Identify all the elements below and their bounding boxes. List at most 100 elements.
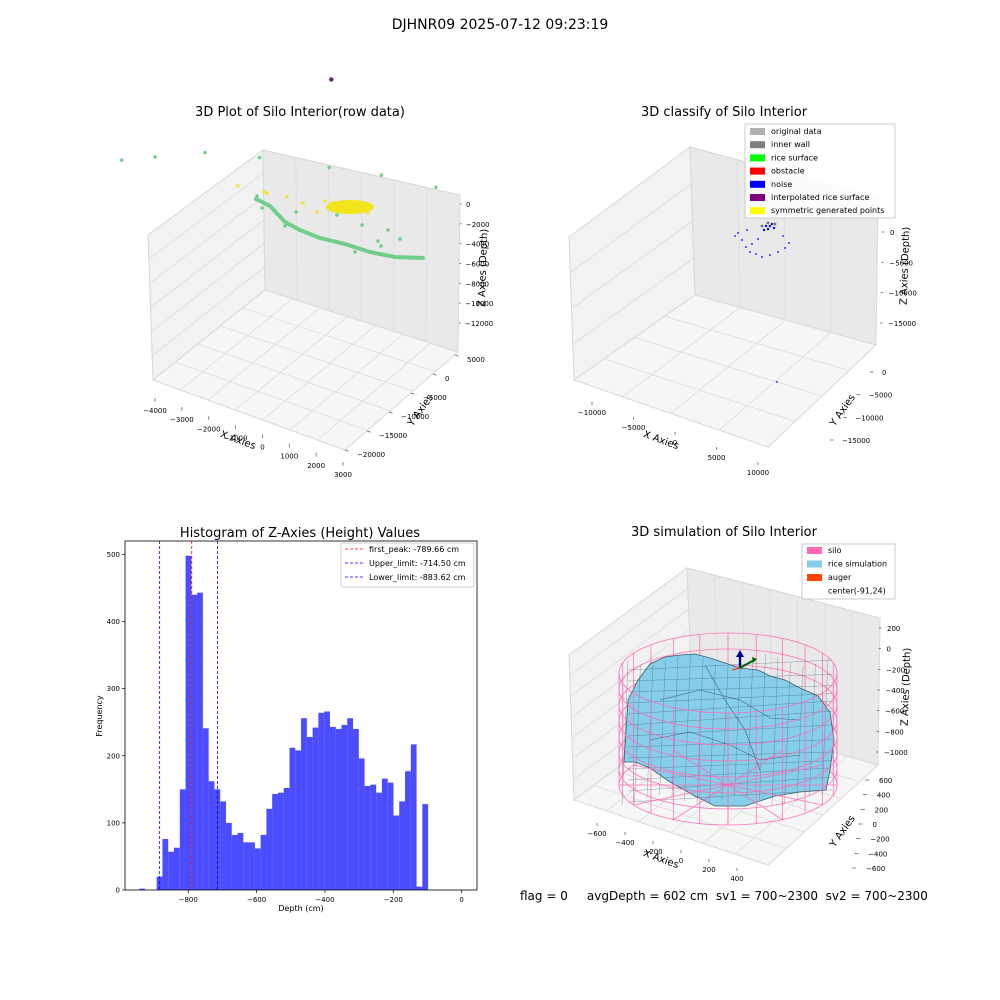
- histogram-bar: [243, 842, 250, 890]
- legend: first_peak: -789.66 cm Upper_limit: -714.…: [340, 542, 475, 588]
- data-point: [260, 206, 264, 210]
- histogram-bar: [237, 832, 244, 890]
- data-point: [315, 210, 319, 214]
- data-point: [119, 158, 124, 162]
- tick-label: −4000: [466, 241, 490, 249]
- grid-line: [570, 629, 690, 718]
- histogram-bar: [208, 781, 215, 890]
- histogram-bar: [272, 794, 278, 890]
- grid-line: [149, 196, 264, 284]
- silo-floor-spoke: [673, 750, 729, 786]
- legend-swatch: [750, 167, 765, 175]
- tick-label: −600: [587, 830, 606, 838]
- tick-label: −10000: [889, 290, 917, 298]
- z-axis-label: Z Axies (Depth): [477, 228, 491, 307]
- grid-line: [180, 298, 293, 391]
- axis-tick: [410, 392, 415, 395]
- histogram-bar: [312, 727, 319, 890]
- legend: silo rice simulation auger center(-91,24): [801, 543, 896, 600]
- data-point: [262, 190, 266, 194]
- tick-label: 0: [466, 201, 470, 209]
- grid-lines: [147, 149, 461, 451]
- tick-label: 600: [879, 777, 892, 785]
- histogram-bar: [179, 789, 186, 890]
- x-axis-label: X Axies: [642, 429, 680, 452]
- data-point: [327, 165, 332, 170]
- legend-entry-label: rice simulation: [828, 560, 887, 569]
- chart-title: Histogram of Z-Axies (Height) Values: [180, 526, 420, 541]
- histogram-bar: [225, 822, 232, 890]
- data-point: [434, 185, 438, 190]
- axis-ticks: −600 −400 −200 0 200 400 600 400 200 0 −200 −400 −60…: [587, 625, 907, 883]
- histogram-bar: [341, 724, 348, 890]
- histogram-bar: [306, 736, 313, 890]
- tick-label: 400: [730, 875, 743, 883]
- grid-line: [572, 257, 694, 345]
- grid-line: [328, 164, 330, 311]
- tick-label: −10000: [578, 409, 606, 417]
- mesh-line: [627, 659, 833, 671]
- data-point: [257, 155, 262, 160]
- data-point: [379, 173, 384, 177]
- tick-label: −5000: [869, 392, 893, 400]
- histogram-bar: [162, 838, 169, 890]
- legend-swatch: [807, 560, 822, 568]
- histogram-bar: [202, 728, 209, 890]
- tick-label: 0: [445, 375, 449, 383]
- tick-label: −6000: [466, 261, 490, 269]
- tick-label: −800: [885, 728, 904, 736]
- x-axis-label: X Axies: [219, 429, 257, 452]
- grid-line: [569, 588, 689, 677]
- grid-line: [877, 617, 881, 766]
- legend-entry-label: original data: [771, 127, 822, 136]
- tick-label: 5000: [708, 454, 726, 462]
- noise-points: [734, 222, 790, 383]
- grid-line: [317, 342, 431, 441]
- legend-entry-label: Lower_limit: -883.62 cm: [369, 573, 466, 582]
- grid-line: [242, 307, 436, 372]
- legend-swatch: [750, 128, 765, 135]
- x-tick-label: −200: [384, 896, 403, 904]
- y-tick-label: 300: [107, 685, 120, 693]
- grid-line: [593, 784, 787, 849]
- tick-label: −600: [885, 708, 904, 716]
- tick-label: −3000: [170, 416, 194, 424]
- legend-swatch: [750, 194, 765, 201]
- reference-lines: [159, 541, 218, 890]
- tick-label: 0: [260, 444, 264, 452]
- histogram-bar: [353, 728, 359, 890]
- tick-label: 200: [875, 806, 888, 814]
- data-point: [386, 228, 390, 232]
- data-point: [265, 191, 269, 196]
- mesh-line: [627, 693, 833, 704]
- figure-title: DJHNR09 2025-07-12 09:23:19: [391, 17, 609, 33]
- legend-entry-label: interpolated rice surface: [771, 193, 869, 202]
- histogram-bar: [231, 834, 238, 890]
- mesh-line: [627, 751, 833, 759]
- histogram-bar: [197, 592, 203, 890]
- data-point: [236, 184, 240, 188]
- histogram-bar: [266, 808, 273, 890]
- grid-line: [150, 219, 265, 308]
- data-point: [283, 224, 287, 228]
- histogram-bar: [405, 771, 411, 890]
- histogram-bars: [139, 555, 429, 890]
- data-points: [119, 77, 438, 260]
- tick-label: −2000: [466, 221, 490, 229]
- auger-marker: [731, 650, 757, 671]
- histogram-bar: [295, 750, 302, 890]
- axis-ticks: −10000 −5000 0 5000 10000 0 −5000 −10000 −15000 0…: [578, 229, 917, 477]
- tick-label: −200: [643, 848, 662, 856]
- tick-label: −5000: [423, 394, 447, 402]
- grid-line: [570, 183, 692, 274]
- mesh-line: [627, 724, 833, 737]
- mesh-line: [659, 660, 666, 796]
- legend-entry-label: center(-91,24): [828, 587, 886, 596]
- mesh-line: [784, 662, 791, 805]
- histogram-bar: [347, 718, 354, 890]
- histogram-bar: [410, 744, 417, 890]
- silo-floor-spoke: [633, 784, 729, 806]
- tick-label: 0: [873, 821, 877, 829]
- data-point: [285, 194, 289, 199]
- y-tick-label: 0: [116, 887, 120, 895]
